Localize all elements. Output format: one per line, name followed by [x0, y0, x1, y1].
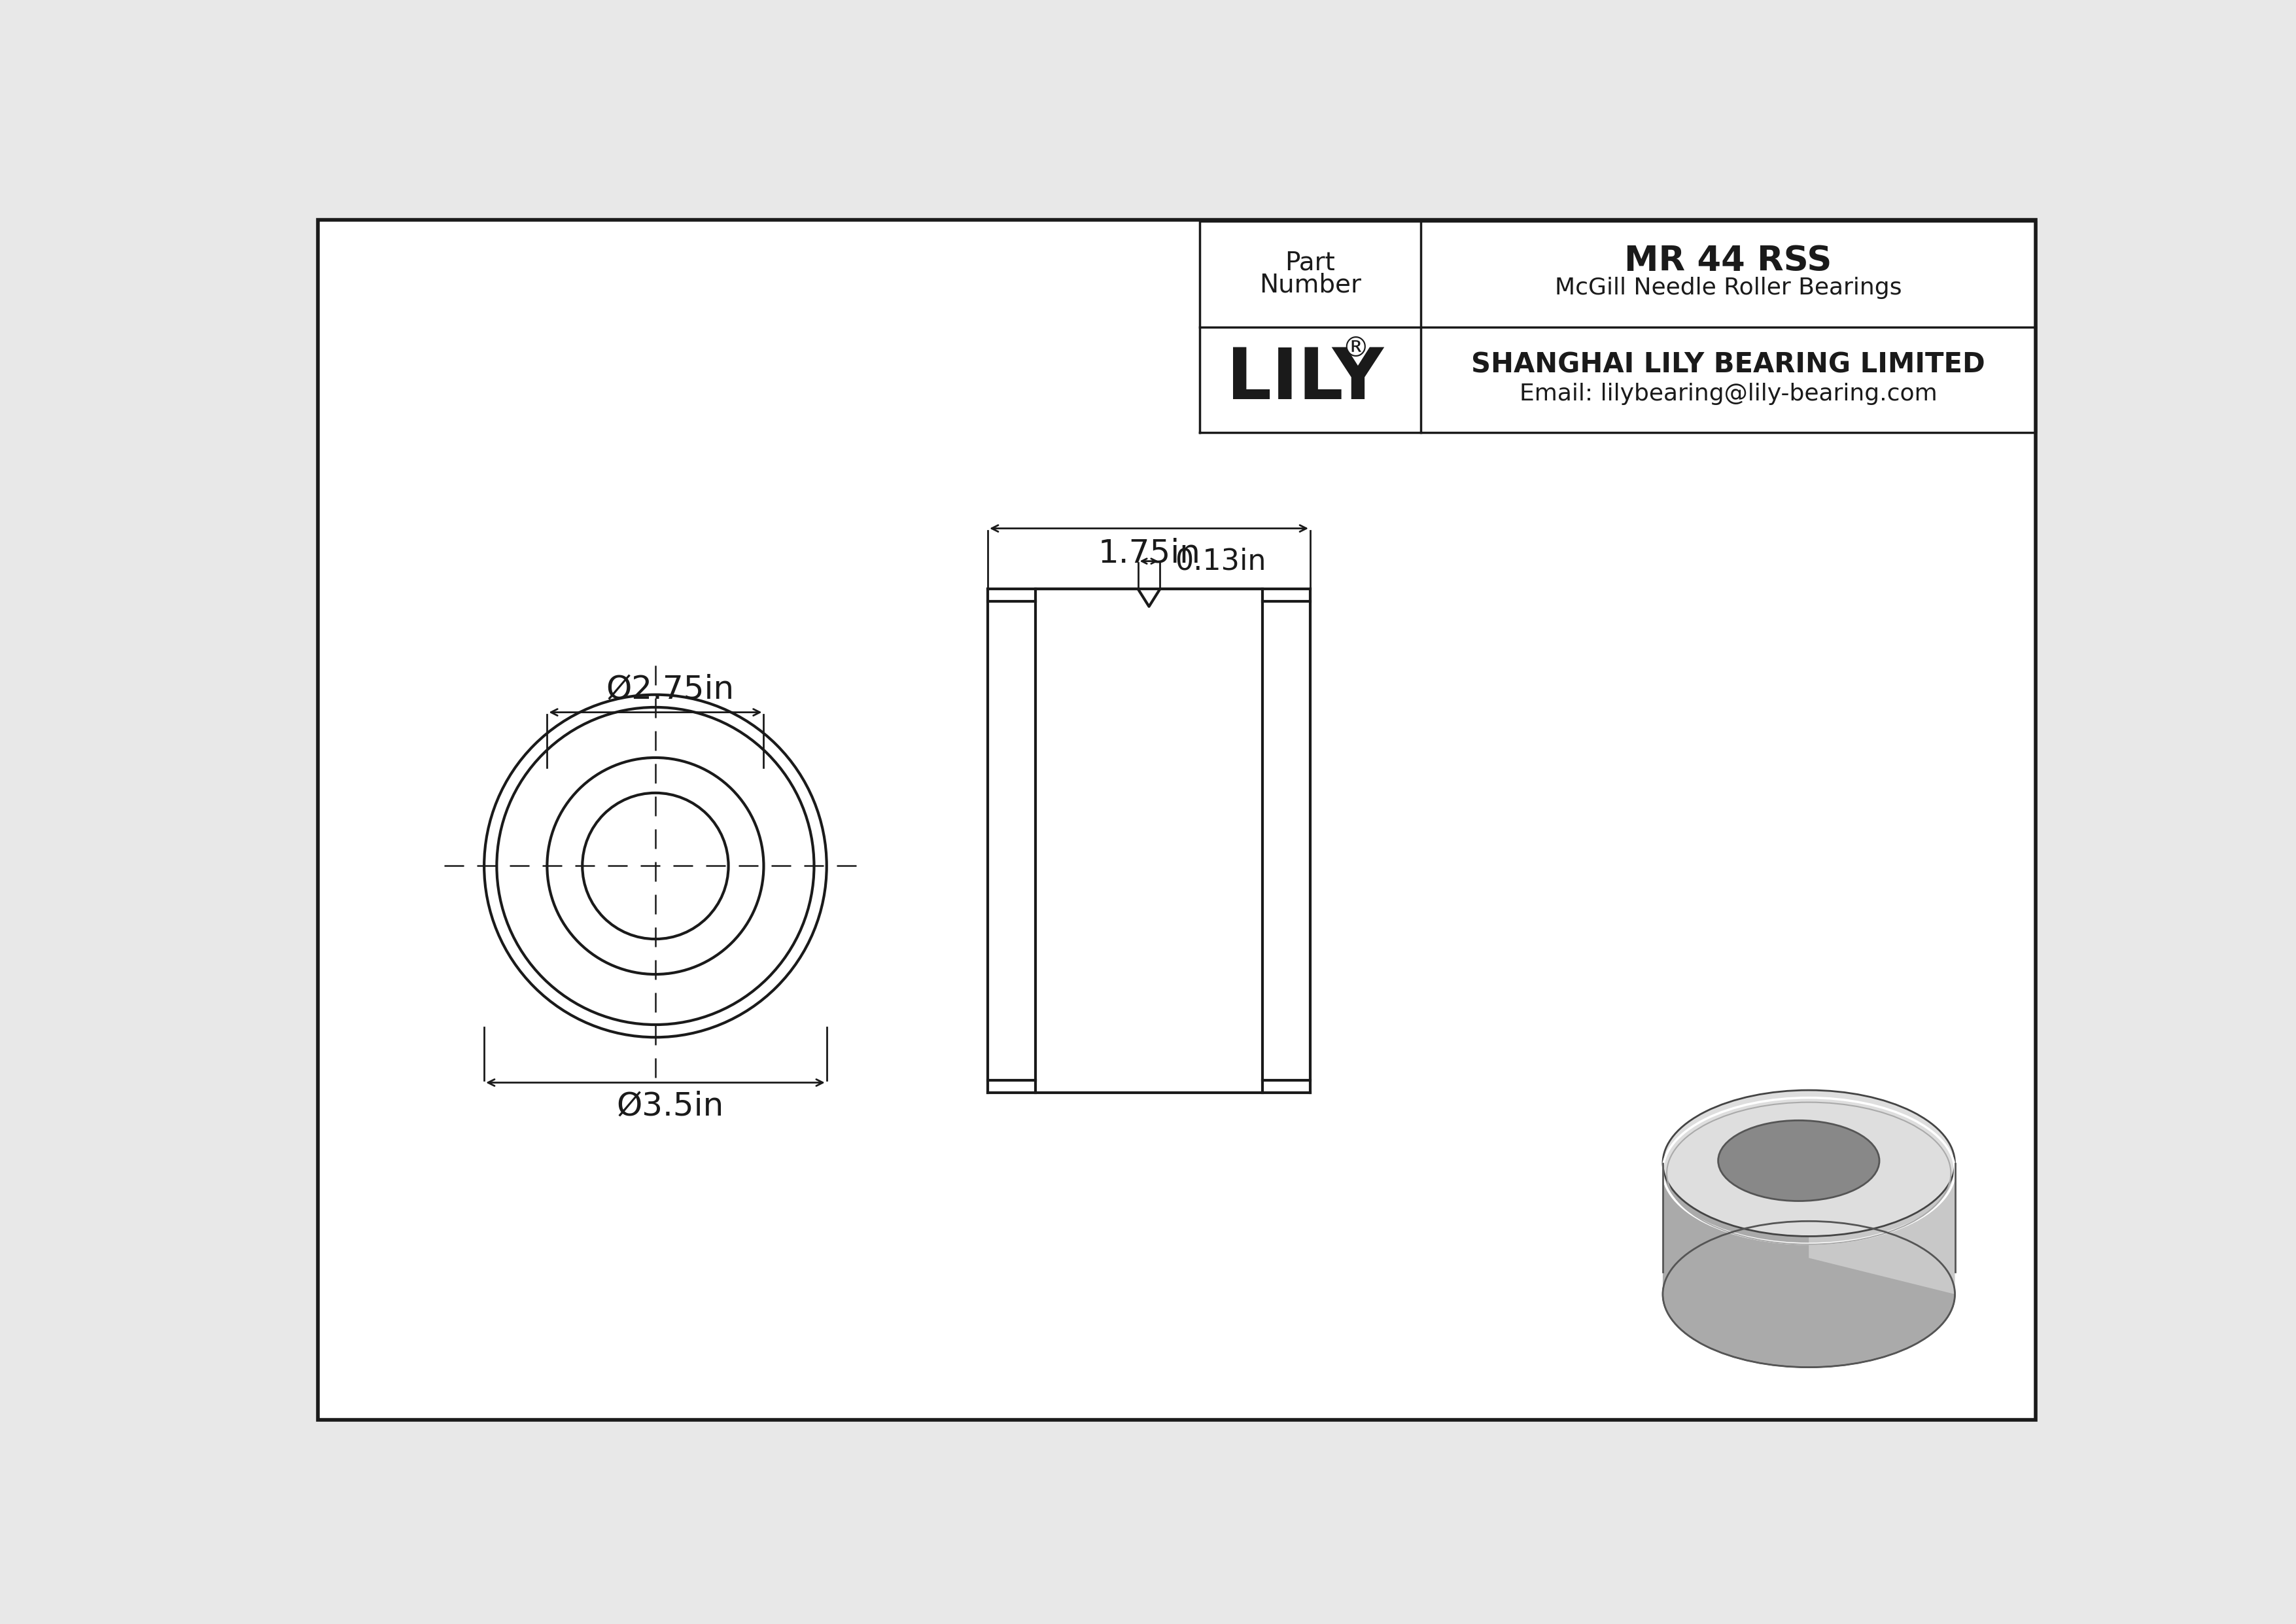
Text: SHANGHAI LILY BEARING LIMITED: SHANGHAI LILY BEARING LIMITED [1472, 351, 1986, 378]
Text: Ø3.5in: Ø3.5in [618, 1090, 723, 1122]
Text: 0.13in: 0.13in [1176, 547, 1267, 575]
Ellipse shape [1662, 1090, 1954, 1236]
Ellipse shape [1662, 1221, 1954, 1367]
Text: Email: lilybearing@lily-bearing.com: Email: lilybearing@lily-bearing.com [1520, 383, 1938, 404]
Text: McGill Needle Roller Bearings: McGill Needle Roller Bearings [1554, 278, 1901, 299]
Text: LILY: LILY [1226, 346, 1384, 414]
Polygon shape [1809, 1127, 1954, 1294]
Ellipse shape [1717, 1121, 1880, 1202]
Text: Number: Number [1258, 273, 1362, 297]
FancyBboxPatch shape [317, 221, 2037, 1419]
Text: MR 44 RSS: MR 44 RSS [1626, 244, 1832, 278]
Text: Ø2.75in: Ø2.75in [606, 674, 735, 705]
Text: 1.75in: 1.75in [1097, 538, 1201, 568]
Text: Part: Part [1286, 250, 1336, 276]
Polygon shape [1662, 1127, 1809, 1294]
Text: ®: ® [1341, 335, 1368, 362]
